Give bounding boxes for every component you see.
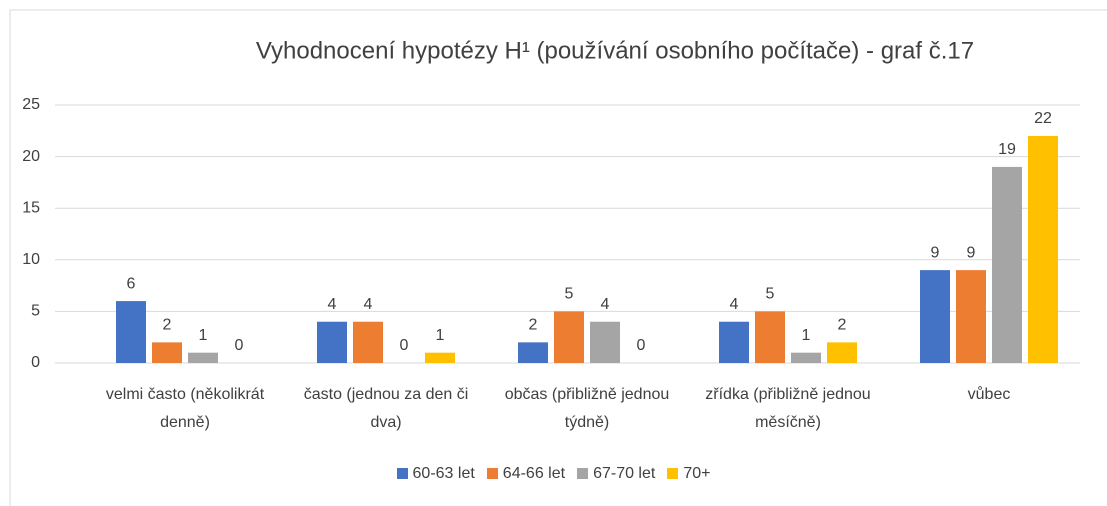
x-tick-label: občas (přibližně jednou týdně) (504, 386, 670, 431)
data-label: 0 (637, 337, 646, 354)
legend-swatch (486, 468, 498, 479)
data-label: 6 (127, 275, 136, 292)
legend-item: 67-70 let (577, 465, 655, 483)
bar (317, 321, 347, 363)
data-label: 9 (931, 244, 940, 261)
data-label: 1 (802, 327, 811, 344)
data-label: 2 (529, 317, 538, 334)
data-label: 22 (1034, 110, 1052, 127)
legend-item: 60-63 let (396, 465, 475, 483)
chart-title: Vyhodnocení hypotézy H¹ (používání osobn… (256, 37, 974, 64)
x-tick-label: vůbec (967, 386, 1011, 403)
data-label: 4 (328, 296, 337, 313)
bar (827, 342, 857, 363)
bar (116, 301, 146, 363)
bar (152, 342, 182, 363)
y-tick-label: 20 (22, 148, 40, 165)
data-label: 5 (565, 286, 574, 303)
legend-label: 67-70 let (593, 465, 656, 482)
y-tick-label: 0 (31, 354, 40, 371)
data-label: 1 (199, 327, 208, 344)
bar (992, 166, 1022, 363)
bar (425, 352, 455, 363)
legend: 60-63 let 64-66 let 67-70 let 70+ (0, 465, 1107, 483)
bar (188, 352, 218, 363)
y-tick-label: 25 (22, 96, 40, 113)
data-label: 1 (436, 327, 445, 344)
bar (920, 270, 950, 363)
data-label: 0 (235, 337, 244, 354)
bar (518, 342, 548, 363)
bar (755, 311, 785, 363)
y-tick-label: 10 (22, 251, 40, 268)
x-tick-label: zřídka (přibližně jednou měsíčně) (705, 386, 871, 431)
legend-swatch (396, 468, 408, 479)
legend-label: 70+ (683, 465, 711, 482)
x-tick-label: často (jednou za den či dva) (303, 386, 469, 431)
legend-item: 64-66 let (486, 465, 566, 483)
x-tick-label: velmi často (několikrát denně) (105, 386, 265, 431)
chart-border (9, 9, 1107, 506)
data-label: 4 (601, 296, 610, 313)
data-label: 19 (998, 141, 1016, 158)
data-label: 4 (730, 296, 739, 313)
legend-label: 60-63 let (412, 465, 475, 482)
data-label: 0 (400, 337, 409, 354)
y-tick-label: 15 (22, 199, 40, 216)
data-label: 4 (364, 296, 373, 313)
data-label: 2 (163, 317, 172, 334)
bar (590, 321, 620, 363)
data-label: 2 (838, 317, 847, 334)
bar (719, 321, 749, 363)
legend-label: 64-66 let (502, 465, 566, 482)
data-label: 9 (967, 244, 976, 261)
legend-swatch (667, 468, 679, 479)
bar (1028, 135, 1058, 363)
y-tick-label: 5 (31, 303, 40, 320)
data-label: 5 (766, 286, 775, 303)
bar (554, 311, 584, 363)
bar (791, 352, 821, 363)
bar (956, 270, 986, 363)
legend-swatch (577, 468, 589, 479)
legend-item: 70+ (667, 465, 710, 483)
bar (353, 321, 383, 363)
